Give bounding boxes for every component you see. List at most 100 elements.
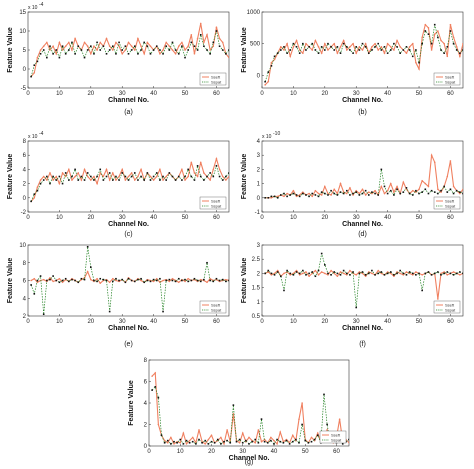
y-axis-label: Feature Value (128, 380, 135, 426)
data-point-sseft (193, 53, 196, 55)
data-point-sseft (276, 443, 278, 445)
data-point-sspat (216, 438, 219, 441)
data-point-sseft (152, 179, 155, 181)
data-point-sspat (361, 271, 364, 273)
data-point-sseft (427, 185, 430, 188)
x-tick-label: 0 (260, 319, 264, 325)
data-point-sspat (121, 278, 124, 281)
data-point-sseft (191, 436, 194, 439)
data-point-sseft (320, 52, 323, 54)
data-point-sspat (204, 439, 207, 442)
y-tick-label: 4 (23, 167, 27, 173)
data-point-sspat (226, 439, 228, 442)
data-point-sspat (159, 49, 161, 51)
data-point-sspat (127, 53, 130, 55)
data-point-sseft (93, 175, 95, 178)
data-point-sseft (215, 157, 218, 160)
x-tick-label: 0 (26, 319, 30, 325)
data-point-sspat (371, 269, 373, 272)
data-point-sspat (289, 272, 292, 275)
data-point-sspat (221, 179, 224, 181)
data-point-sseft (270, 61, 273, 64)
data-point-sspat (327, 42, 329, 45)
data-point-sspat (393, 274, 395, 276)
data-point-sspat (364, 189, 367, 192)
data-point-sseft (298, 194, 301, 196)
data-point-sspat (108, 49, 111, 51)
y-tick-label: 0 (257, 196, 261, 202)
data-point-sspat (263, 440, 266, 443)
y-tick-label: 0 (23, 196, 27, 202)
data-point-sseft (196, 37, 199, 40)
data-point-sseft (218, 168, 221, 171)
data-point-sseft (330, 194, 332, 196)
data-point-sspat (314, 275, 317, 278)
data-point-sspat (345, 189, 348, 192)
data-point-sspat (449, 272, 452, 275)
data-point-sseft (226, 429, 228, 431)
data-point-sseft (295, 195, 298, 198)
data-point-sspat (254, 438, 257, 441)
data-point-sseft (273, 439, 275, 442)
data-point-sseft (402, 181, 405, 183)
data-point-sspat (58, 175, 61, 178)
data-point-sseft (358, 192, 361, 195)
x-tick-label: 40 (384, 91, 391, 97)
data-point-sseft (320, 194, 323, 196)
data-point-sspat (440, 189, 442, 192)
data-point-sspat (389, 189, 392, 192)
data-point-sseft (137, 37, 139, 40)
data-point-sseft (345, 192, 348, 195)
data-point-sspat (291, 440, 294, 443)
data-point-sspat (449, 30, 452, 32)
y-tick-label: 2 (257, 167, 261, 173)
data-point-sseft (348, 441, 349, 444)
data-point-sspat (298, 272, 301, 275)
data-point-sseft (327, 49, 329, 51)
data-point-sseft (459, 192, 461, 195)
data-point-sspat (102, 278, 105, 281)
legend-entry: Sspat (211, 204, 222, 209)
data-point-sspat (320, 191, 323, 193)
y-axis-label: Feature Value (7, 154, 14, 200)
data-point-sseft (399, 272, 401, 275)
data-point-sspat (427, 33, 430, 35)
data-point-sseft (99, 282, 102, 284)
data-point-sspat (52, 275, 54, 277)
data-point-sseft (316, 432, 319, 434)
data-point-sspat (190, 41, 193, 44)
data-point-sseft (440, 272, 442, 275)
y-tick-label: 4 (257, 139, 261, 145)
data-point-sseft (209, 49, 211, 51)
data-point-sspat (209, 279, 211, 282)
data-point-sseft (165, 175, 167, 178)
y-tick-label: 500 (250, 42, 261, 48)
data-point-sspat (93, 279, 95, 282)
data-point-sspat (405, 46, 408, 48)
data-point-sspat (396, 188, 398, 191)
data-point-sspat (314, 194, 317, 196)
data-point-sspat (55, 179, 58, 181)
data-point-sspat (181, 279, 183, 282)
data-point-sseft (49, 172, 51, 174)
data-point-sspat (295, 46, 298, 48)
data-point-sspat (77, 45, 80, 47)
data-point-sspat (371, 191, 373, 193)
data-point-sspat (440, 49, 442, 51)
series-line-sspat (264, 24, 463, 82)
data-point-sspat (308, 272, 310, 275)
data-point-sspat (36, 60, 39, 63)
data-point-sspat (389, 271, 392, 273)
x-tick-label: 10 (56, 215, 63, 221)
data-point-sspat (225, 175, 227, 178)
y-tick-label: 10 (19, 29, 26, 35)
data-point-sspat (168, 278, 171, 281)
data-point-sseft (355, 52, 358, 54)
data-point-sseft (199, 278, 202, 281)
data-point-sseft (386, 271, 389, 273)
data-point-sspat (130, 175, 133, 178)
data-point-sspat (449, 188, 452, 191)
data-point-sspat (452, 42, 455, 45)
data-point-sspat (317, 52, 320, 54)
